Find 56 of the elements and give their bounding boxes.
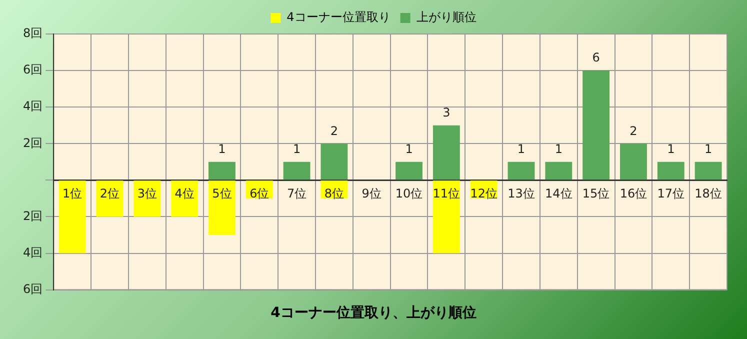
x-tick-label: 7位 xyxy=(286,186,307,200)
data-label: 1 xyxy=(667,142,675,156)
bar xyxy=(582,70,610,180)
bar xyxy=(208,180,236,235)
x-tick-label: 2位 xyxy=(100,186,120,200)
y-tick-label: 8回 xyxy=(22,26,43,40)
data-label: 1 xyxy=(704,142,712,156)
x-tick-label: 9位 xyxy=(362,186,382,200)
data-label: 1 xyxy=(517,142,526,156)
y-tick-label: 6回 xyxy=(22,282,43,296)
x-tick-label: 14位 xyxy=(545,186,572,200)
bar xyxy=(58,180,86,254)
x-tick-label: 3位 xyxy=(137,186,157,200)
bar xyxy=(432,180,460,254)
x-tick-label: 1位 xyxy=(62,186,82,200)
y-tick-label: 6回 xyxy=(22,62,43,77)
x-tick-label: 12位 xyxy=(470,186,498,200)
x-tick-label: 6位 xyxy=(250,186,270,200)
x-tick-label: 11位 xyxy=(432,186,460,200)
bar xyxy=(657,162,684,180)
bar xyxy=(508,162,535,180)
bar xyxy=(134,180,161,217)
bar xyxy=(96,180,124,217)
bar xyxy=(208,162,236,180)
bar xyxy=(320,144,348,180)
legend-label: 上がり順位 xyxy=(416,10,476,24)
x-tick-label: 5位 xyxy=(212,186,232,200)
x-tick-label: 13位 xyxy=(508,186,535,200)
x-tick-label: 16位 xyxy=(620,186,648,200)
data-label: 2 xyxy=(630,124,638,138)
data-label: 1 xyxy=(292,142,301,156)
data-label: 6 xyxy=(592,50,600,65)
y-tick-label: 4回 xyxy=(22,99,43,114)
data-label: 1 xyxy=(405,142,413,156)
data-label: 1 xyxy=(218,142,226,156)
text: 4コーナー位置取り、上がり順位 xyxy=(270,304,478,322)
bar xyxy=(694,162,722,180)
x-tick-label: 10位 xyxy=(395,186,423,200)
x-tick-label: 4位 xyxy=(174,186,194,200)
bar xyxy=(283,162,310,180)
legend-label: 4コーナー位置取り xyxy=(286,10,390,24)
data-label: 1 xyxy=(554,142,562,156)
data-label: 2 xyxy=(330,124,338,138)
x-tick-label: 18位 xyxy=(694,186,722,200)
bar xyxy=(171,180,198,217)
x-tick-label: 8位 xyxy=(324,186,344,200)
bar xyxy=(545,162,572,180)
x-tick-label: 17位 xyxy=(657,186,685,200)
bar xyxy=(620,144,647,180)
y-tick-label: 2回 xyxy=(22,208,43,223)
data-label: 3 xyxy=(442,105,450,120)
bar xyxy=(432,125,460,180)
y-tick-label: 2回 xyxy=(22,136,43,150)
bar xyxy=(396,162,422,180)
x-tick-label: 15位 xyxy=(582,186,610,200)
y-tick-label: 4回 xyxy=(22,245,43,260)
